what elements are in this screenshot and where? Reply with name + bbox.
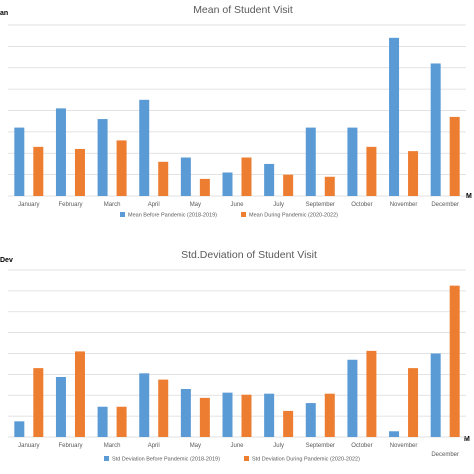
x-tick-label-october: October (351, 443, 372, 449)
legend-swatch-mean-before (120, 212, 125, 217)
legend-label-mean-during: Mean During Pandemic (2020-2022) (249, 213, 338, 219)
bar-before-july (264, 393, 275, 437)
x-tick-label-september: September (306, 443, 335, 449)
bar-before-june (222, 392, 233, 437)
bar-before-december (430, 353, 441, 437)
legend-label-std-during: Std Deviation During Pandemic (2020-2022… (252, 457, 360, 463)
x-tick-label-april: April (148, 202, 160, 208)
stddev-chart-x-tick-labels: January February March April May June July Sept… (18, 443, 459, 458)
x-tick-label-november: November (390, 443, 418, 449)
x-tick-label-october: October (351, 202, 372, 208)
x-tick-label-september: September (306, 202, 335, 208)
stddev-chart: Dev Std.Deviation of Student Visit M Jan… (0, 249, 470, 463)
bar-before-july (264, 163, 275, 196)
bar-before-december (430, 63, 441, 196)
mean-chart-bars (14, 37, 460, 197)
bar-before-april (139, 99, 150, 196)
legend-label-std-before: Std Deviation Before Pandemic (2018-2019… (112, 457, 220, 463)
bar-during-september (324, 176, 335, 196)
legend-label-mean-before: Mean Before Pandemic (2018-2019) (128, 213, 217, 219)
stddev-chart-edge-left-label: Dev (0, 257, 13, 264)
bar-during-may (199, 178, 210, 196)
bar-during-june (241, 157, 252, 196)
x-tick-label-february: February (58, 443, 82, 449)
x-tick-label-december: December (431, 452, 459, 458)
bar-before-november (389, 37, 400, 197)
bar-during-october (366, 350, 377, 437)
x-tick-label-may: May (190, 443, 201, 449)
x-tick-label-january: January (18, 443, 39, 449)
bar-during-december (449, 285, 460, 437)
bar-before-march (97, 119, 108, 196)
bar-before-march (97, 406, 108, 437)
bar-during-july (283, 410, 294, 437)
bar-during-november (408, 368, 419, 437)
bar-before-february (55, 376, 66, 437)
bar-before-october (347, 359, 358, 437)
x-tick-label-july: July (273, 443, 284, 449)
stddev-chart-bars (14, 285, 460, 437)
mean-chart-title: Mean of Student Visit (193, 4, 293, 16)
mean-chart-edge-right-label: M (466, 193, 472, 200)
x-tick-label-december: December (431, 202, 459, 208)
x-tick-label-june: June (230, 443, 244, 449)
bar-during-february (74, 351, 85, 437)
bar-during-april (158, 161, 169, 196)
x-tick-label-march: March (104, 443, 121, 449)
x-tick-label-july: July (273, 202, 284, 208)
x-tick-label-june: June (230, 202, 244, 208)
bar-during-december (449, 116, 460, 196)
bar-during-april (158, 379, 169, 437)
x-tick-label-may: May (190, 202, 201, 208)
bar-before-may (180, 157, 191, 196)
bar-during-september (324, 393, 335, 437)
stddev-chart-title: Std.Deviation of Student Visit (181, 249, 317, 261)
bar-during-january (33, 368, 44, 437)
x-tick-label-february: February (58, 202, 82, 208)
legend-swatch-std-during (244, 456, 249, 461)
x-tick-label-january: January (18, 202, 39, 208)
bar-during-october (366, 146, 377, 196)
bar-during-january (33, 146, 44, 196)
mean-chart-legend: Mean Before Pandemic (2018-2019) Mean Du… (120, 212, 338, 219)
bar-before-february (55, 108, 66, 196)
bar-during-july (283, 174, 294, 196)
bar-before-january (14, 127, 25, 196)
bar-during-november (408, 151, 419, 196)
bar-before-september (305, 127, 316, 196)
bar-before-june (222, 172, 233, 196)
bar-during-march (116, 140, 127, 196)
mean-chart-x-tick-labels: January February March April May June July Sept… (18, 202, 459, 208)
bar-before-september (305, 403, 316, 437)
legend-swatch-std-before (104, 456, 109, 461)
x-tick-label-november: November (390, 202, 418, 208)
bar-during-march (116, 406, 127, 437)
mean-chart: an Mean of Student Visit M January Februa… (0, 4, 472, 219)
bar-before-may (180, 388, 191, 437)
stddev-chart-legend: Std Deviation Before Pandemic (2018-2019… (104, 456, 360, 463)
stddev-chart-edge-right-label: M (464, 436, 470, 443)
bar-before-april (139, 373, 150, 437)
bar-before-january (14, 421, 25, 437)
legend-swatch-mean-during (241, 212, 246, 217)
bar-during-february (74, 148, 85, 196)
bar-during-may (199, 397, 210, 437)
bar-during-june (241, 394, 252, 437)
bar-before-october (347, 127, 358, 196)
bar-before-november (389, 431, 400, 437)
x-tick-label-march: March (104, 202, 121, 208)
x-tick-label-april: April (148, 443, 160, 449)
mean-chart-edge-left-label: an (0, 10, 8, 17)
